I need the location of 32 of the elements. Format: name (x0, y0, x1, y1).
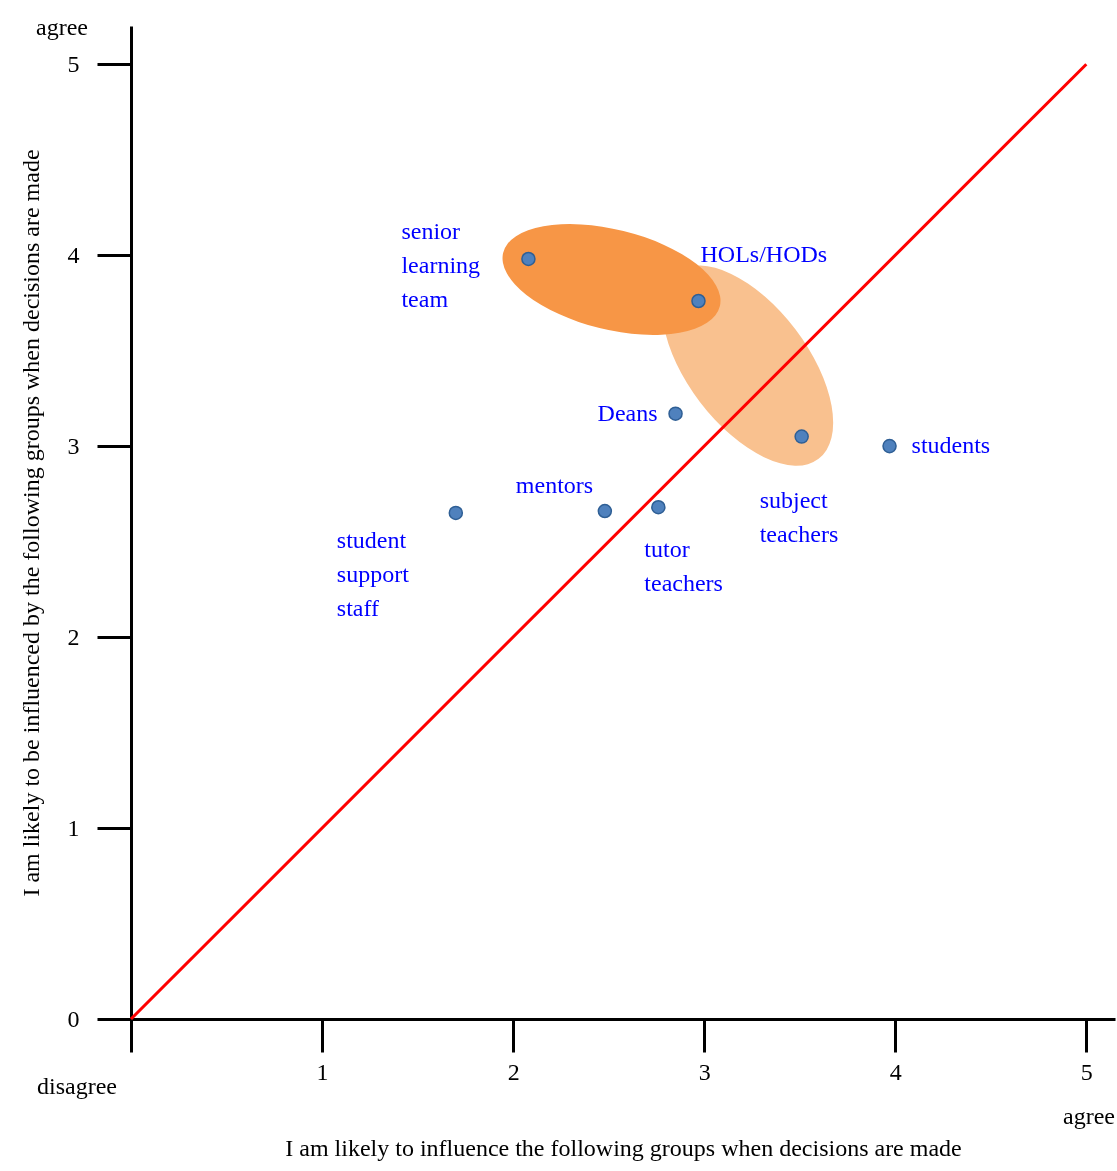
point (521, 251, 536, 267)
point (691, 293, 706, 309)
annotation: senior learning team (401, 217, 481, 312)
annotation: tutor teachers (644, 536, 723, 597)
annotation: mentors (515, 472, 594, 499)
y-tick-label: 0 (67, 1005, 80, 1032)
x-tick-label: 2 (507, 1058, 520, 1085)
point (597, 503, 613, 519)
text: agree (36, 14, 88, 40)
annotation: students (911, 432, 991, 459)
annotation: student support staff (336, 526, 410, 621)
point (651, 499, 666, 515)
x-tick-label: 1 (316, 1058, 329, 1085)
point (882, 438, 897, 454)
annotation: subject teachers (759, 486, 839, 547)
point (794, 429, 809, 444)
point (668, 406, 683, 421)
y-tick-label: 5 (67, 50, 80, 77)
y-axis-title: I am likely to be influenced by the following groups when decisions are made (17, 149, 44, 897)
x-tick-label: 3 (698, 1058, 711, 1085)
annotation: Deans (597, 399, 658, 426)
x-tick-label: 5 (1080, 1058, 1093, 1085)
annotation: HOLs/HODs (700, 240, 828, 267)
text: agree (1063, 1103, 1115, 1129)
text: disagree (37, 1073, 117, 1099)
point (448, 505, 464, 521)
y-tick-label: 1 (67, 814, 80, 841)
y-tick-label: 3 (67, 432, 80, 459)
y-tick-label: 2 (67, 623, 80, 650)
x-tick-label: 4 (889, 1058, 902, 1085)
y-tick-label: 4 (67, 241, 80, 268)
x-axis-title: I am likely to influence the following groups when decisions are made (285, 1134, 962, 1161)
